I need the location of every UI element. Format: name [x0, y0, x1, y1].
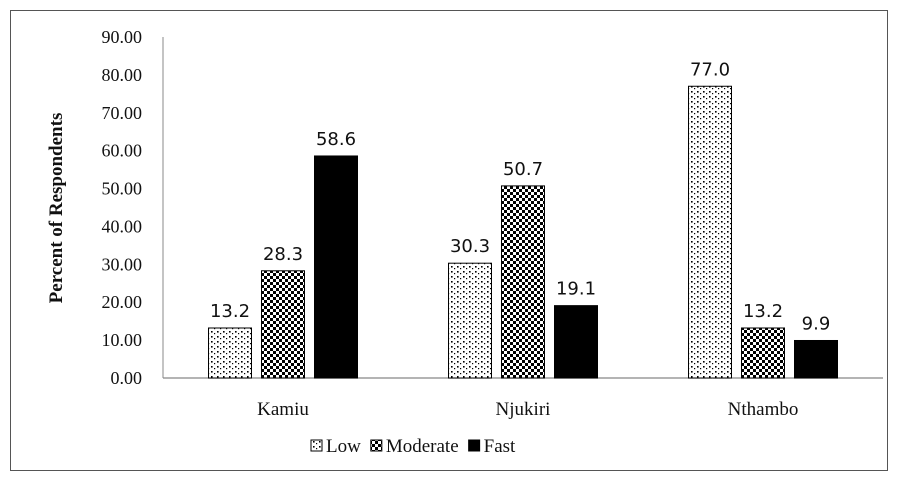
legend-swatch-low	[310, 439, 323, 452]
bar-fast-njukiri	[554, 305, 598, 379]
bar-fast-kamiu	[314, 155, 358, 379]
y-tick-label: 60.00	[102, 141, 143, 161]
data-label: 13.2	[210, 301, 250, 322]
chart-border	[10, 10, 888, 471]
legend-label-moderate: Moderate	[386, 436, 459, 457]
legend-swatch-fast	[468, 439, 481, 452]
bar-low-nthambo	[688, 85, 732, 379]
x-category-label: Njukiri	[496, 399, 551, 420]
data-label: 77.0	[690, 59, 730, 80]
legend-label-low: Low	[326, 436, 361, 457]
y-axis-title: Percent of Respondents	[46, 113, 67, 304]
bar-low-njukiri	[448, 262, 492, 379]
legend-swatch-moderate	[370, 439, 383, 452]
x-category-label: Kamiu	[257, 399, 309, 420]
y-tick-label: 20.00	[102, 292, 143, 312]
bar-fast-nthambo	[794, 339, 838, 379]
data-label: 13.2	[743, 301, 783, 322]
bar-moderate-nthambo	[741, 327, 785, 379]
y-tick-label: 50.00	[102, 179, 143, 199]
data-label: 28.3	[263, 244, 303, 265]
y-tick-label: 30.00	[102, 254, 143, 274]
data-label: 50.7	[503, 159, 543, 180]
y-tick-label: 80.00	[102, 65, 143, 85]
data-label: 9.9	[802, 313, 831, 334]
bar-moderate-njukiri	[501, 185, 545, 379]
data-label: 19.1	[556, 279, 596, 300]
y-tick-label: 10.00	[102, 330, 143, 350]
x-category-label: Nthambo	[728, 399, 799, 420]
y-tick-label: 40.00	[102, 216, 143, 236]
bar-moderate-kamiu	[261, 270, 305, 379]
y-tick-label: 0.00	[111, 368, 143, 388]
data-label: 30.3	[450, 236, 490, 257]
data-label: 58.6	[316, 129, 356, 150]
bar-low-kamiu	[208, 327, 252, 379]
legend-label-fast: Fast	[484, 436, 516, 457]
y-tick-label: 90.00	[102, 27, 143, 47]
y-tick-label: 70.00	[102, 103, 143, 123]
